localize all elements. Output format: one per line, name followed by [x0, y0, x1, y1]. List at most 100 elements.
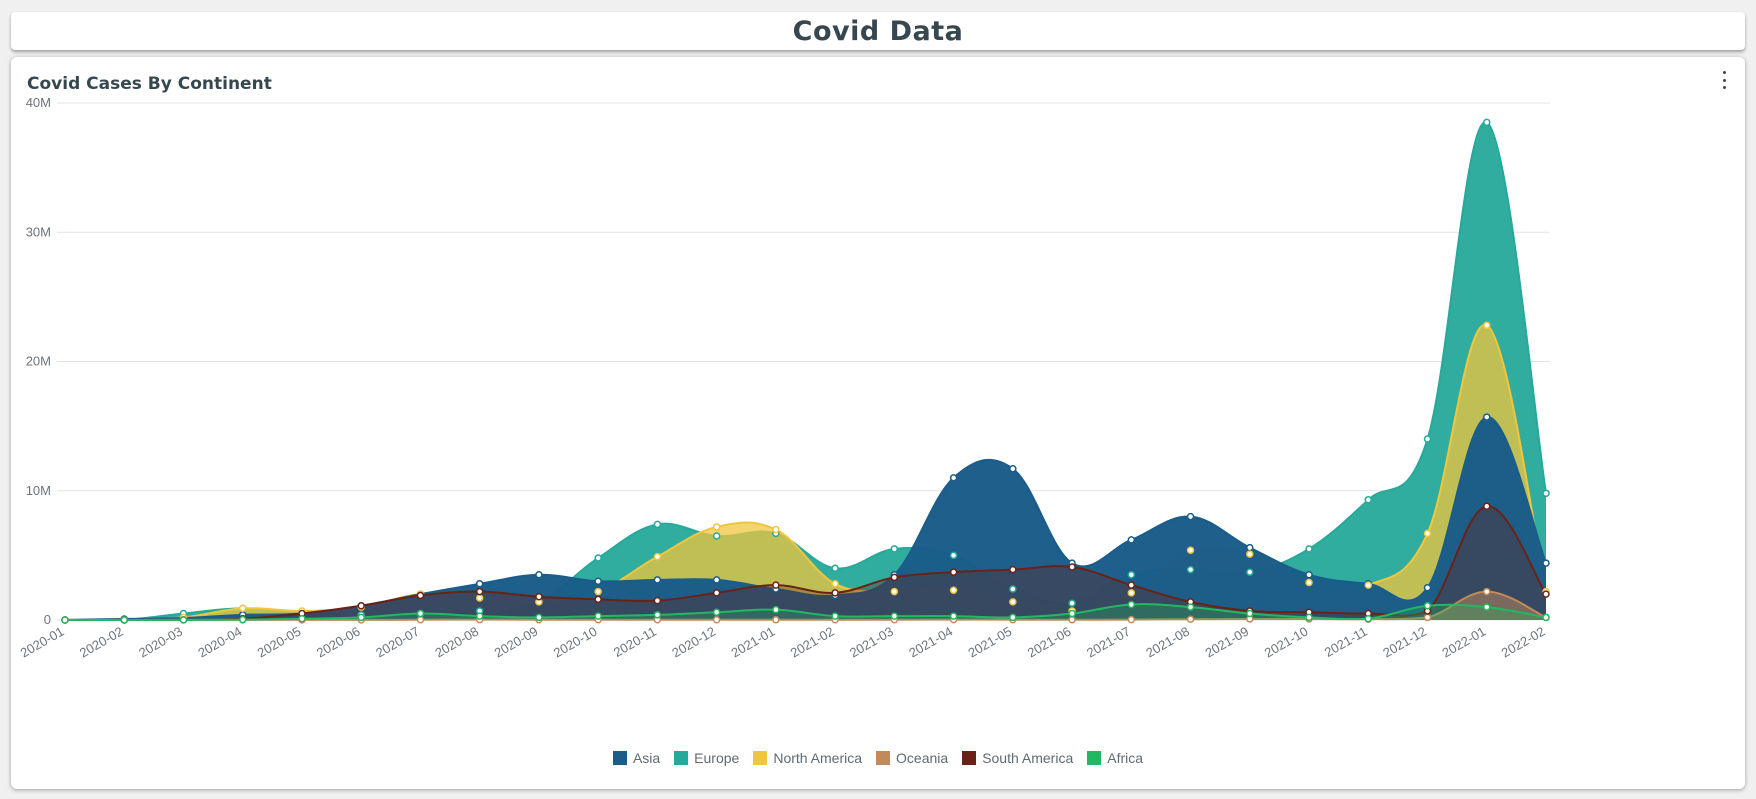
legend-item-oceania[interactable]: Oceania [876, 750, 948, 766]
point-oceania [712, 615, 721, 624]
point-europe [1542, 489, 1550, 498]
point-africa [416, 609, 425, 618]
point-north-america [831, 580, 839, 588]
y-tick-label: 0 [44, 612, 51, 627]
area-asia [65, 416, 1546, 620]
point-europe [1246, 568, 1254, 576]
point-north-america [772, 525, 780, 534]
point-europe [1068, 599, 1076, 607]
line-south-america [64, 505, 1547, 621]
point-oceania [1127, 615, 1136, 624]
legend-item-north-america[interactable]: North America [753, 750, 862, 766]
point-africa [1483, 603, 1491, 611]
point-africa [1186, 603, 1195, 611]
x-tick-label: 2021-06 [1025, 624, 1074, 661]
x-tick-label: 2022-02 [1499, 624, 1548, 661]
point-asia [594, 577, 602, 585]
x-tick-label: 2020-07 [373, 624, 422, 661]
legend-item-europe[interactable]: Europe [674, 750, 739, 766]
point-europe [1127, 571, 1136, 579]
point-north-america [475, 594, 484, 602]
point-south-america [890, 573, 899, 582]
legend-label: South America [982, 750, 1074, 766]
x-tick-label: 2021-02 [788, 624, 837, 661]
point-europe [712, 532, 721, 540]
point-oceania [772, 615, 780, 624]
point-south-america [653, 596, 662, 605]
point-north-america [594, 587, 602, 596]
point-south-america [1483, 502, 1491, 511]
point-oceania [1186, 615, 1195, 623]
point-africa [475, 612, 484, 620]
point-europe [1423, 435, 1432, 443]
x-tick-label: 2021-12 [1380, 624, 1429, 661]
x-tick-label: 2020-04 [195, 624, 244, 661]
point-asia [1127, 536, 1136, 544]
area-south-america [65, 506, 1546, 620]
y-tick-label: 20M [26, 354, 51, 369]
area-north-america [65, 324, 1546, 620]
x-tick-label: 2020-05 [255, 624, 304, 661]
legend-item-asia[interactable]: Asia [612, 750, 661, 766]
point-africa [1068, 609, 1076, 618]
point-africa [535, 613, 543, 622]
point-asia [1305, 571, 1313, 579]
x-tick-label: 2020-08 [432, 624, 481, 661]
point-africa [179, 616, 188, 624]
legend-label: Europe [694, 750, 740, 766]
point-europe [890, 545, 899, 553]
legend-swatch [674, 751, 689, 765]
point-north-america [1246, 550, 1254, 558]
x-tick-label: 2022-01 [1439, 624, 1488, 661]
point-oceania [1423, 613, 1432, 622]
y-tick-label: 30M [26, 224, 51, 239]
legend-label: Oceania [896, 750, 949, 766]
x-tick-label: 2020-02 [77, 624, 126, 661]
point-south-america [1009, 565, 1017, 574]
line-africa [64, 603, 1547, 621]
point-north-america [1364, 581, 1373, 589]
page-header: Covid Data [11, 12, 1745, 50]
x-tick-label: 2020-09 [492, 624, 541, 661]
legend-label: North America [773, 750, 863, 766]
point-africa [1423, 602, 1432, 610]
point-asia [653, 576, 662, 584]
point-africa [712, 608, 721, 616]
point-africa [1364, 614, 1373, 623]
point-asia [949, 474, 958, 482]
point-north-america [1186, 546, 1195, 554]
point-south-america [1542, 590, 1550, 598]
point-africa [1305, 613, 1313, 622]
area-europe [65, 122, 1546, 620]
point-europe [653, 520, 662, 529]
point-africa [1009, 613, 1017, 622]
point-north-america [712, 523, 721, 531]
point-asia [1009, 465, 1017, 473]
point-south-america [416, 591, 425, 600]
point-europe [1483, 118, 1491, 127]
point-north-america [653, 552, 662, 561]
chart-title: Covid Cases By Continent [27, 74, 272, 94]
point-oceania [1483, 587, 1491, 596]
point-south-america [831, 589, 839, 597]
point-south-america [475, 587, 484, 596]
x-tick-label: 2021-03 [847, 624, 896, 661]
x-tick-label: 2021-05 [966, 624, 1015, 661]
point-asia [1246, 543, 1254, 552]
point-africa [594, 612, 602, 620]
x-tick-label: 2021-01 [729, 624, 778, 661]
point-asia [1186, 512, 1195, 521]
point-north-america [1423, 529, 1432, 538]
legend-item-south-america[interactable]: South America [962, 750, 1073, 766]
point-europe [831, 564, 839, 573]
legend-label: Asia [632, 750, 661, 766]
point-africa [949, 612, 958, 620]
point-africa [238, 615, 247, 624]
point-asia [475, 580, 484, 588]
point-europe [1364, 496, 1373, 504]
more-options-icon[interactable] [1719, 71, 1729, 89]
x-tick-label: 2020-10 [551, 624, 600, 661]
point-oceania [416, 615, 425, 624]
legend-item-africa[interactable]: Africa [1087, 750, 1143, 766]
legend-swatch [1087, 751, 1102, 765]
